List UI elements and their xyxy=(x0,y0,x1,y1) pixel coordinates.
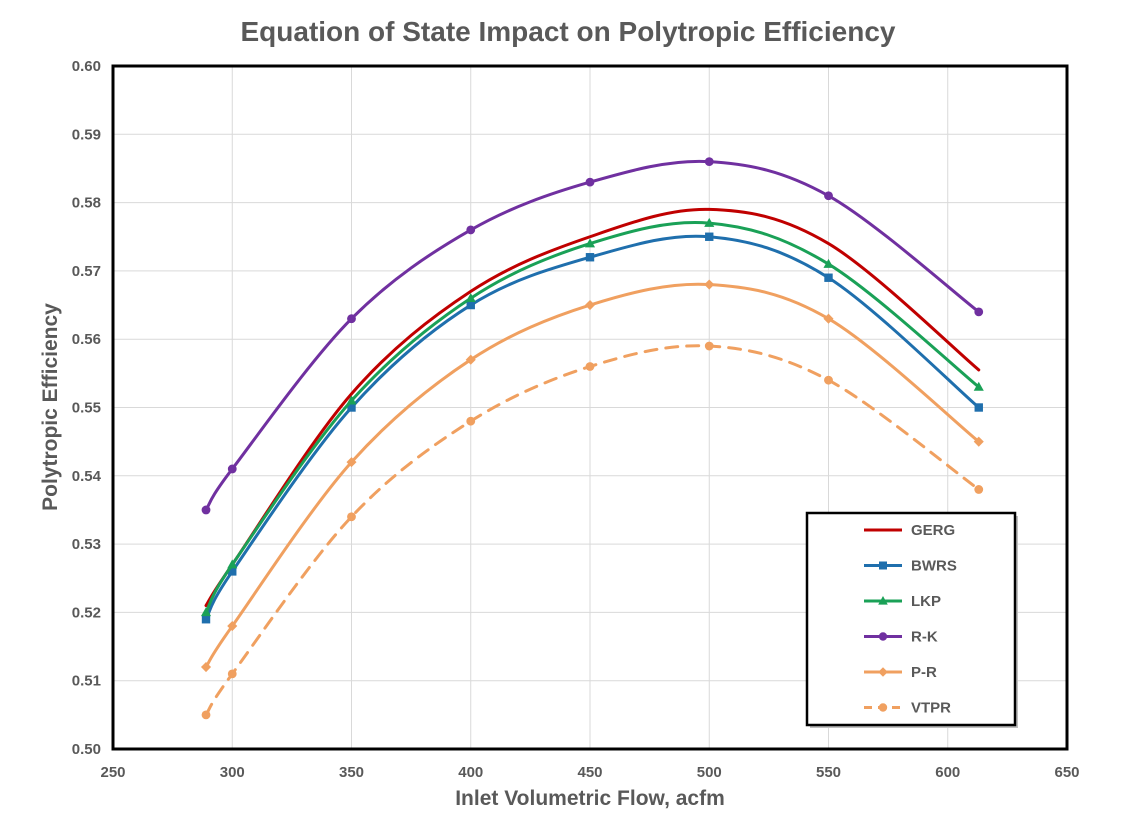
data-point-p-r xyxy=(973,436,984,447)
legend-marker-lkp xyxy=(878,596,888,605)
data-point-p-r xyxy=(823,313,834,324)
x-axis-title: Inlet Volumetric Flow, acfm xyxy=(455,787,725,810)
series-vtpr xyxy=(201,341,984,720)
legend-item-vtpr: VTPR xyxy=(864,700,951,717)
legend-item-p-r: P-R xyxy=(864,664,937,681)
legend-box xyxy=(805,511,1017,727)
data-point-r-k xyxy=(824,191,833,201)
data-point-vtpr xyxy=(227,669,237,679)
data-point-p-r xyxy=(704,279,715,290)
y-tick-label: 0.53 xyxy=(72,536,101,553)
x-tick-label: 500 xyxy=(697,764,722,781)
x-tick-label: 250 xyxy=(100,764,125,781)
y-tick-label: 0.58 xyxy=(72,195,101,212)
y-tick-label: 0.54 xyxy=(72,468,102,485)
tick-labels: 250 300 350 400 450 500 550 600 650 0.50 0.51 0.52 0… xyxy=(72,58,1080,781)
data-point-vtpr xyxy=(824,375,833,385)
data-point-vtpr xyxy=(466,416,476,426)
y-tick-label: 0.60 xyxy=(72,58,101,75)
legend-marker-p-r xyxy=(878,667,888,677)
data-point-p-r xyxy=(227,621,238,632)
data-point-lkp xyxy=(823,258,834,268)
data-point-bwrs xyxy=(824,273,833,282)
data-point-r-k xyxy=(466,225,476,235)
data-point-p-r xyxy=(584,300,596,311)
series-p-r xyxy=(200,279,984,673)
x-tick-label: 600 xyxy=(935,764,960,781)
series-bwrs xyxy=(201,232,983,624)
chart-title: Equation of State Impact on Polytropic E… xyxy=(241,16,896,47)
data-point-bwrs xyxy=(585,253,595,262)
x-tick-label: 450 xyxy=(577,764,602,781)
y-axis-title: Polytropic Efficiency xyxy=(39,303,62,511)
x-tick-label: 400 xyxy=(458,764,483,781)
legend-item-lkp: LKP xyxy=(864,593,941,610)
y-tick-label: 0.55 xyxy=(72,400,101,417)
y-tick-label: 0.57 xyxy=(72,263,101,280)
data-point-vtpr xyxy=(585,362,595,371)
legend-item-r-k: R-K xyxy=(864,629,938,646)
data-point-lkp xyxy=(584,238,596,248)
legend-marker-vtpr xyxy=(878,703,888,712)
x-tick-label: 650 xyxy=(1054,764,1079,781)
y-tick-label: 0.50 xyxy=(72,741,101,758)
data-point-bwrs xyxy=(347,403,356,412)
legend-label-vtpr: VTPR xyxy=(911,700,951,717)
y-tick-label: 0.56 xyxy=(72,331,101,348)
legend-label-p-r: P-R xyxy=(911,664,937,681)
data-point-p-r xyxy=(346,457,357,468)
series-lkp xyxy=(200,217,984,617)
data-point-bwrs xyxy=(201,615,211,624)
data-point-lkp xyxy=(465,292,476,302)
legend-marker-r-k xyxy=(878,632,888,641)
data-point-r-k xyxy=(704,157,714,167)
data-point-lkp xyxy=(227,559,238,569)
legend-item-gerg: GERG xyxy=(864,522,955,539)
data-point-bwrs xyxy=(466,300,475,310)
data-point-vtpr xyxy=(347,512,356,522)
x-tick-label: 350 xyxy=(339,764,364,781)
data-point-lkp xyxy=(200,607,212,617)
y-tick-label: 0.51 xyxy=(72,673,101,690)
data-point-bwrs xyxy=(228,567,237,576)
legend-marker-bwrs xyxy=(879,561,887,570)
x-tick-label: 300 xyxy=(220,764,245,781)
legend-label-bwrs: BWRS xyxy=(911,558,957,575)
data-point-vtpr xyxy=(201,710,211,720)
series-layer xyxy=(200,157,984,720)
data-point-vtpr xyxy=(974,485,984,494)
legend-label-gerg: GERG xyxy=(911,522,955,539)
y-tick-label: 0.59 xyxy=(72,126,101,143)
data-point-lkp xyxy=(704,217,715,227)
x-tick-label: 550 xyxy=(816,764,841,781)
data-point-bwrs xyxy=(974,403,983,412)
data-point-vtpr xyxy=(704,341,714,351)
data-point-lkp xyxy=(973,381,984,391)
data-point-p-r xyxy=(200,662,212,673)
legend: GERG BWRS LKP R-K P-R VTPR xyxy=(805,511,1018,728)
plot-frame xyxy=(111,64,1069,751)
legend-label-lkp: LKP xyxy=(911,593,941,610)
data-point-r-k xyxy=(227,464,237,474)
legend-label-r-k: R-K xyxy=(911,629,938,646)
data-point-r-k xyxy=(201,505,211,515)
data-point-bwrs xyxy=(705,232,714,241)
data-point-r-k xyxy=(585,177,595,187)
data-point-lkp xyxy=(346,395,357,405)
data-point-p-r xyxy=(465,354,476,365)
y-tick-label: 0.52 xyxy=(72,604,101,621)
series-r-k xyxy=(201,157,984,515)
legend-item-bwrs: BWRS xyxy=(864,558,957,575)
data-point-r-k xyxy=(347,314,356,324)
data-point-r-k xyxy=(974,307,984,317)
